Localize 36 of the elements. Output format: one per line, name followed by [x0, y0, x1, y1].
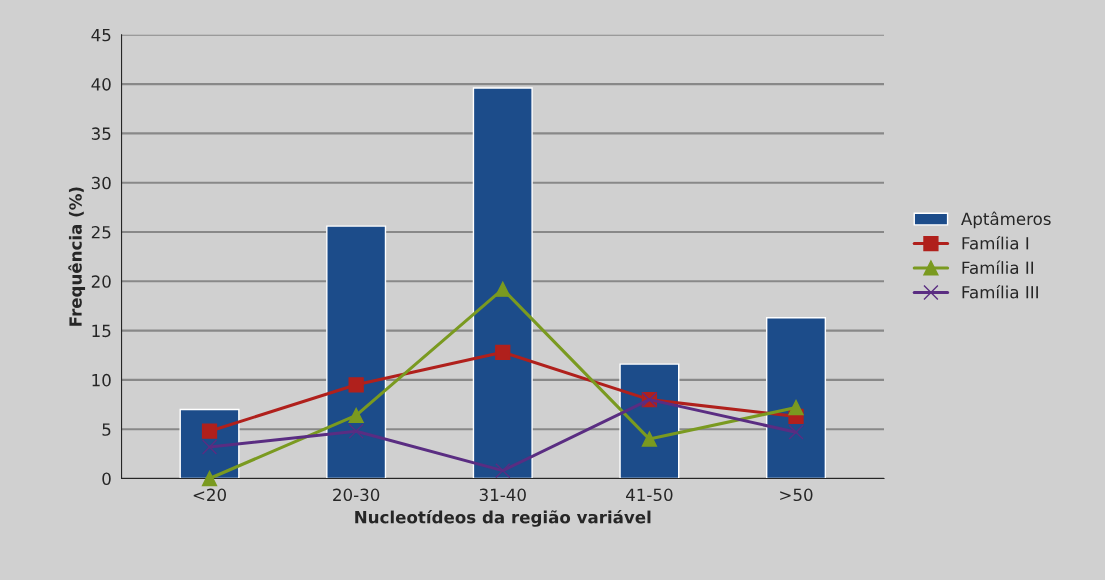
point — [201, 470, 218, 487]
y-tick-label: 5 — [102, 423, 111, 436]
y-tick-label: 25 — [91, 225, 111, 239]
y-tick-label: 10 — [92, 373, 111, 387]
y-tick-label: 40 — [91, 78, 111, 91]
y-axis-title: Frequência (%) — [68, 187, 86, 326]
x-axis-title: Nucleotídeos da região variável — [355, 509, 651, 527]
y-tick-label: 0 — [102, 472, 111, 486]
point — [348, 377, 364, 393]
y-tick-label: 35 — [91, 127, 111, 140]
x-tick-label: 41-50 — [626, 488, 673, 502]
legend-label: Aptâmeros — [961, 211, 1051, 229]
point — [348, 423, 364, 439]
point — [495, 462, 511, 479]
y-tick-label: 15 — [92, 324, 111, 338]
bar — [326, 225, 387, 479]
x-tick-label: <20 — [193, 488, 226, 502]
bar — [766, 317, 827, 479]
point — [788, 399, 804, 416]
legend-label: Família III — [962, 284, 1038, 299]
y-tick-label: 30 — [91, 176, 111, 190]
x-tick-label: 31-40 — [479, 488, 526, 502]
y-tick-label: 45 — [91, 28, 111, 42]
point — [348, 407, 364, 424]
point — [495, 281, 511, 297]
legend-label: Família I — [962, 236, 1029, 250]
point — [788, 424, 804, 440]
point — [495, 344, 511, 360]
bar — [472, 87, 533, 479]
point — [201, 439, 218, 455]
y-tick-label: 20 — [91, 275, 111, 288]
x-tick-label: >50 — [780, 488, 813, 502]
point — [201, 423, 218, 439]
x-tick-label: 20-30 — [333, 488, 380, 502]
point — [641, 431, 658, 447]
legend-label: Família II — [962, 260, 1034, 275]
